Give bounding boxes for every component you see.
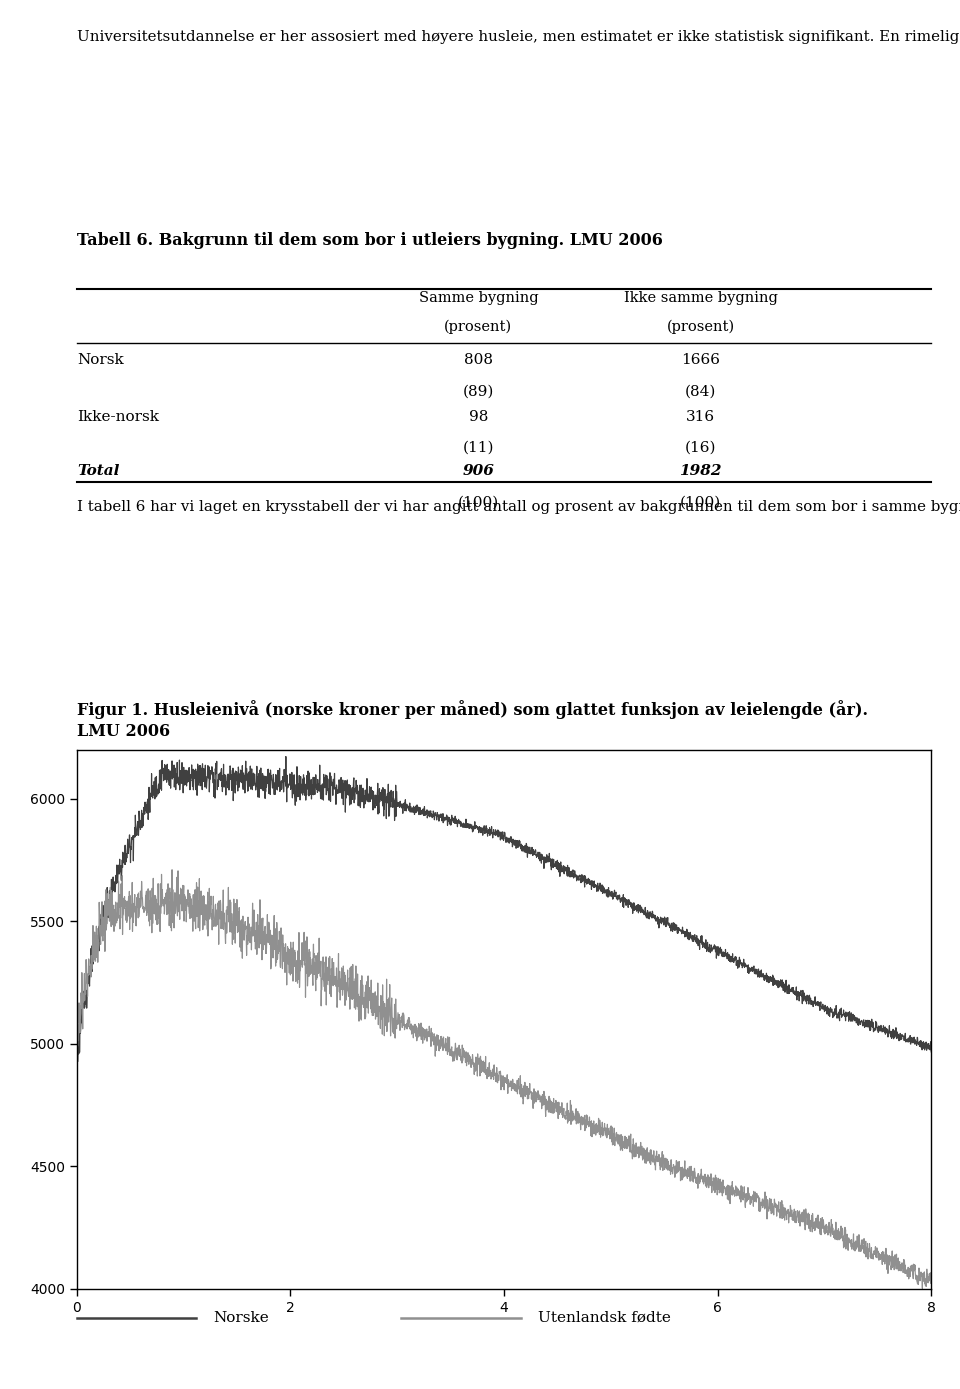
Text: (89): (89) [463,385,494,399]
Text: 98: 98 [468,410,488,424]
Text: (prosent): (prosent) [444,319,513,335]
Text: I tabell 6 har vi laget en krysstabell der vi har angitt antall og prosent av ba: I tabell 6 har vi laget en krysstabell d… [77,499,960,514]
Text: Norske: Norske [213,1311,269,1325]
Text: Ikke samme bygning: Ikke samme bygning [624,292,778,306]
Text: (11): (11) [463,442,494,456]
Text: (prosent): (prosent) [666,319,734,335]
Text: 808: 808 [464,353,492,367]
Text: (84): (84) [684,385,716,399]
Text: Universitetsutdannelse er her assosiert med høyere husleie, men estimatet er ikk: Universitetsutdannelse er her assosiert … [77,28,960,43]
Text: 1666: 1666 [681,353,720,367]
Text: Norsk: Norsk [77,353,124,367]
Text: Tabell 6. Bakgrunn til dem som bor i utleiers bygning. LMU 2006: Tabell 6. Bakgrunn til dem som bor i utl… [77,232,662,249]
Text: Total: Total [77,464,119,478]
Text: Figur 1. Husleienivå (norske kroner per måned) som glattet funksjon av leielengd: Figur 1. Husleienivå (norske kroner per … [77,700,868,740]
Text: (16): (16) [684,442,716,456]
Text: 906: 906 [463,464,494,478]
Text: (100): (100) [458,496,499,510]
Text: 1982: 1982 [680,464,722,478]
Text: (100): (100) [680,496,721,510]
Text: 316: 316 [686,410,715,424]
Text: Samme bygning: Samme bygning [419,292,539,306]
Text: Ikke-norsk: Ikke-norsk [77,410,158,424]
Text: Utenlandsk fødte: Utenlandsk fødte [539,1311,671,1325]
